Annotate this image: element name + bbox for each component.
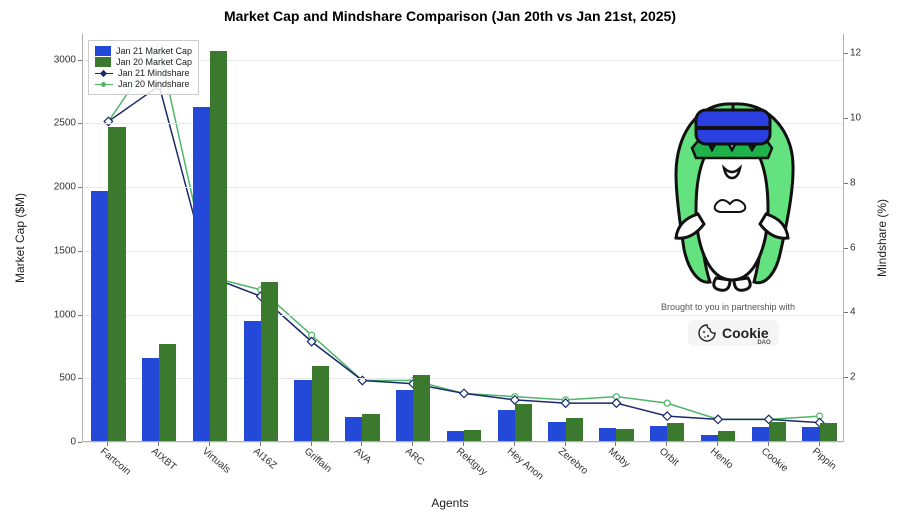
y-left-tick: 0 (36, 437, 76, 448)
bar (413, 375, 430, 441)
legend-line-sample (95, 73, 113, 74)
bar (362, 414, 379, 441)
bar (599, 428, 616, 441)
bar (752, 427, 769, 441)
bar (701, 435, 718, 441)
chart-container: Market Cap and Mindshare Comparison (Jan… (0, 0, 900, 516)
cookie-icon (698, 324, 716, 342)
legend-item-bar-jan20: Jan 20 Market Cap (95, 57, 192, 67)
bar (802, 427, 819, 441)
y-axis-left-label: Market Cap ($M) (13, 193, 27, 283)
legend-item-line-jan21: Jan 21 Mindshare (95, 68, 192, 78)
legend-label: Jan 20 Market Cap (116, 57, 192, 67)
partner-badge: Cookie DAO (688, 320, 779, 346)
bar (312, 366, 329, 441)
bar (345, 417, 362, 441)
bar (548, 422, 565, 441)
bar (718, 431, 735, 441)
bar (396, 390, 413, 441)
legend: Jan 21 Market Cap Jan 20 Market Cap Jan … (88, 40, 199, 95)
y-left-tick: 1000 (36, 309, 76, 320)
bar (769, 422, 786, 441)
legend-label: Jan 21 Mindshare (118, 68, 190, 78)
bar (464, 430, 481, 441)
bar (261, 282, 278, 441)
bar (515, 404, 532, 441)
bar (108, 127, 125, 441)
bar (650, 426, 667, 441)
y-right-tick: 2 (850, 372, 856, 383)
bar (294, 380, 311, 441)
legend-item-bar-jan21: Jan 21 Market Cap (95, 46, 192, 56)
legend-line-sample (95, 84, 113, 85)
bar (447, 431, 464, 441)
y-left-tick: 500 (36, 373, 76, 384)
legend-label: Jan 21 Market Cap (116, 46, 192, 56)
bar (91, 191, 108, 441)
legend-label: Jan 20 Mindshare (118, 79, 190, 89)
y-right-tick: 10 (850, 113, 861, 124)
partner-text: Brought to you in partnership with (628, 302, 828, 312)
bar (142, 358, 159, 441)
y-axis-right-label: Mindshare (%) (875, 199, 889, 277)
bar (159, 344, 176, 441)
y-left-tick: 2500 (36, 118, 76, 129)
chart-title: Market Cap and Mindshare Comparison (Jan… (0, 8, 900, 24)
bar (820, 423, 837, 441)
y-left-tick: 3000 (36, 54, 76, 65)
bar (210, 51, 227, 441)
bar (566, 418, 583, 441)
x-axis-label: Agents (0, 496, 900, 510)
y-right-tick: 6 (850, 242, 856, 253)
bar (616, 429, 633, 441)
bar (244, 321, 261, 441)
legend-item-line-jan20: Jan 20 Mindshare (95, 79, 192, 89)
y-right-tick: 12 (850, 48, 861, 59)
y-right-tick: 4 (850, 307, 856, 318)
y-right-tick: 8 (850, 177, 856, 188)
bar (667, 423, 684, 441)
y-left-tick: 2000 (36, 182, 76, 193)
mascot-icon (638, 84, 818, 294)
legend-swatch (95, 57, 111, 67)
y-left-tick: 1500 (36, 245, 76, 256)
partner-brand: Cookie DAO (722, 325, 769, 341)
bar (193, 107, 210, 441)
bar (498, 410, 515, 441)
legend-swatch (95, 46, 111, 56)
